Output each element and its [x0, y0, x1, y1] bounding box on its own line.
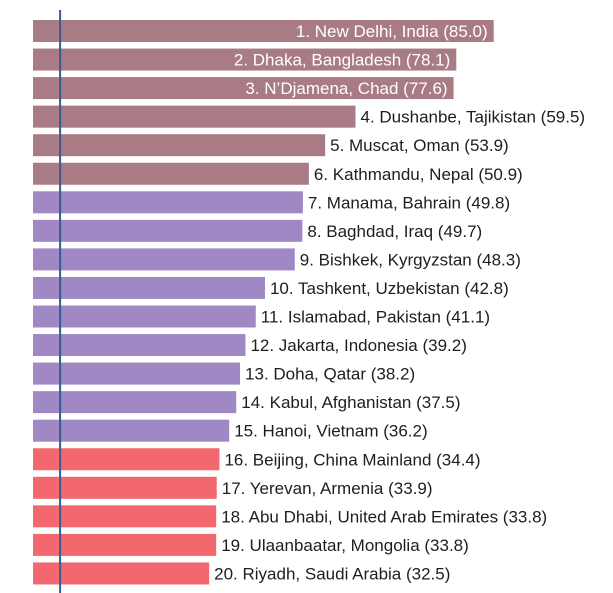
bar-5: [33, 134, 326, 157]
bar-11: [33, 305, 256, 328]
bar-2: [33, 48, 457, 71]
bar-label-19: 19. Ulaanbaatar, Mongolia (33.8): [221, 536, 469, 555]
bar-7: [33, 191, 303, 214]
bar-label-17: 17. Yerevan, Armenia (33.9): [222, 479, 433, 498]
bar-1: [33, 20, 494, 42]
bar-8: [33, 219, 303, 242]
bar-label-18: 18. Abu Dhabi, United Arab Emirates (33.…: [221, 507, 547, 526]
bar-label-20: 20. Riyadh, Saudi Arabia (32.5): [214, 564, 450, 583]
bar-label-9: 9. Bishkek, Kyrgyzstan (48.3): [300, 250, 521, 269]
bar-label-15: 15. Hanoi, Vietnam (36.2): [234, 422, 427, 441]
bars-group: [33, 20, 494, 585]
bar-labels-group: 1. New Delhi, India (85.0) 2. Dhaka, Bang…: [214, 22, 585, 583]
bar-20: [33, 562, 210, 585]
bar-label-5: 5. Muscat, Oman (53.9): [330, 136, 509, 155]
bar-14: [33, 391, 237, 414]
bar-label-8: 8. Baghdad, Iraq (49.7): [307, 222, 482, 241]
bar-10: [33, 276, 265, 299]
bar-9: [33, 248, 295, 271]
bar-6: [33, 162, 309, 185]
bar-label-7: 7. Manama, Bahrain (49.8): [308, 193, 510, 212]
bar-label-14: 14. Kabul, Afghanistan (37.5): [241, 393, 460, 412]
bar-4: [33, 105, 356, 128]
bar-19: [33, 533, 217, 556]
bar-label-4: 4. Dushanbe, Tajikistan (59.5): [360, 108, 585, 127]
bar-label-3: 3. N’Djamena, Chad (77.6): [245, 79, 447, 98]
bar-label-2: 2. Dhaka, Bangladesh (78.1): [234, 51, 450, 70]
bar-17: [33, 476, 217, 499]
bar-label-13: 13. Doha, Qatar (38.2): [245, 365, 415, 384]
bar-13: [33, 362, 241, 385]
bar-label-1: 1. New Delhi, India (85.0): [296, 22, 488, 41]
bar-label-12: 12. Jakarta, Indonesia (39.2): [250, 336, 466, 355]
bar-label-10: 10. Tashkent, Uzbekistan (42.8): [270, 279, 509, 298]
bar-3: [33, 77, 454, 100]
bar-18: [33, 505, 217, 528]
bar-16: [33, 448, 220, 471]
bar-label-6: 6. Kathmandu, Nepal (50.9): [314, 165, 523, 184]
bar-label-11: 11. Islamabad, Pakistan (41.1): [261, 308, 490, 327]
bar-15: [33, 419, 230, 442]
bar-12: [33, 334, 246, 357]
bar-label-16: 16. Beijing, China Mainland (34.4): [224, 450, 480, 469]
